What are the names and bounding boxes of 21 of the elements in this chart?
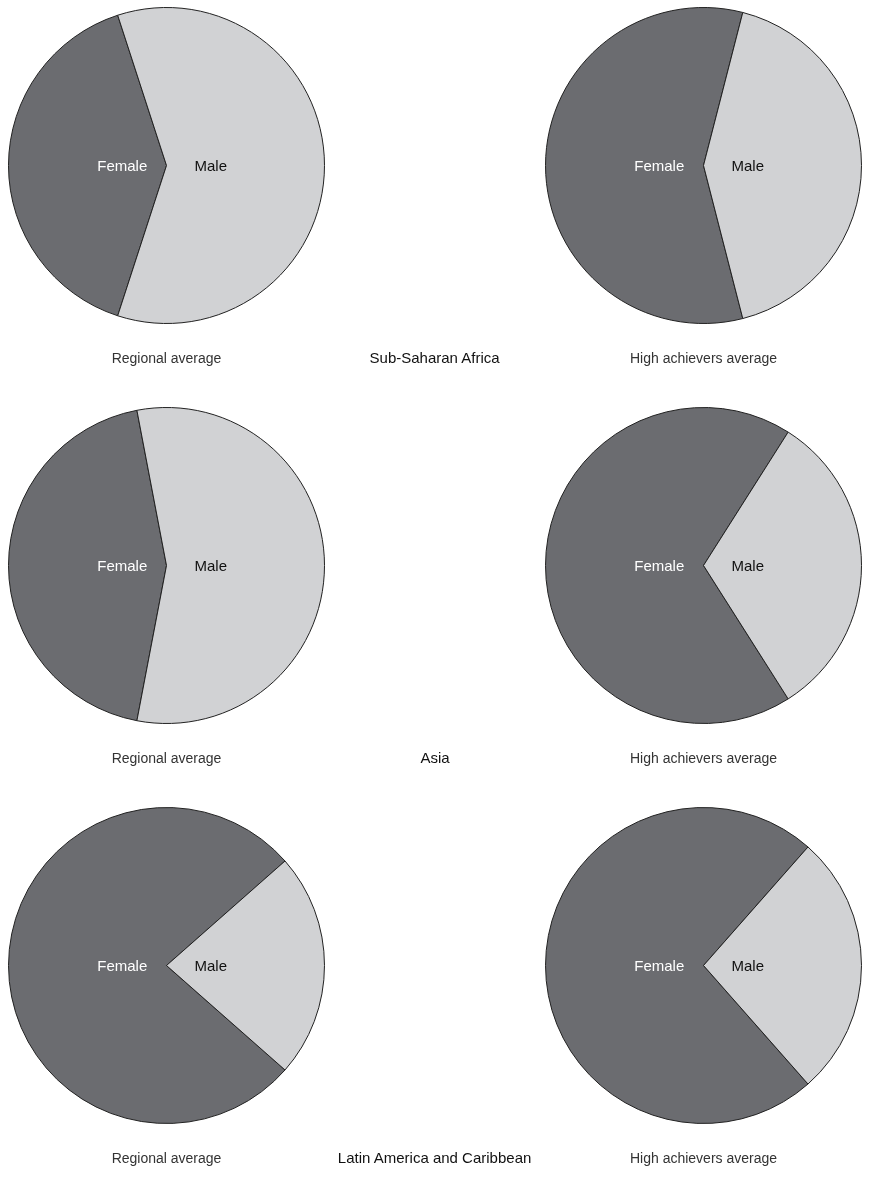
slice-label: Female	[97, 557, 148, 574]
text: Regional average	[111, 749, 222, 766]
slice-label: Male	[731, 557, 764, 574]
slice-label: Male	[194, 557, 227, 574]
slice-label: Male	[731, 957, 764, 974]
slice-label: Male	[194, 157, 227, 174]
text: Sub-Saharan Africa	[369, 349, 501, 366]
slice-label: Female	[97, 157, 148, 174]
slice-label: Female	[634, 157, 685, 174]
text: Latin America and Caribbean	[337, 1149, 532, 1166]
slice-label: Female	[634, 557, 685, 574]
text: Regional average	[111, 349, 222, 366]
slice-label: Female	[634, 957, 685, 974]
text: Asia	[420, 749, 451, 766]
text: High achievers average	[629, 1149, 778, 1166]
slice-label: Male	[731, 157, 764, 174]
text: High achievers average	[629, 349, 778, 366]
text: High achievers average	[629, 749, 778, 766]
slice-label: Male	[194, 957, 227, 974]
text: Regional average	[111, 1149, 222, 1166]
slice-label: Female	[97, 957, 148, 974]
